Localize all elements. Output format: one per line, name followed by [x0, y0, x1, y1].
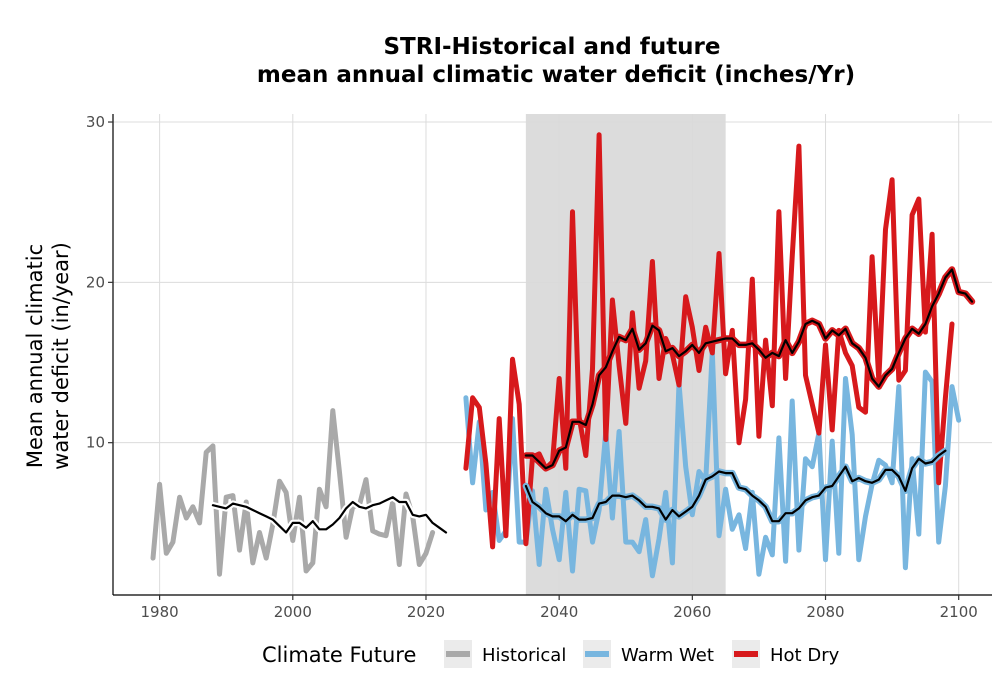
series-line-historical-trend: [211, 496, 448, 534]
y-axis-label-line-1: Mean annual climatic: [23, 244, 47, 468]
x-tick-label: 2020: [407, 603, 445, 621]
chart-title-line-1: STRI-Historical and future: [383, 34, 720, 60]
series-line-warm-wet-trend: [524, 449, 947, 523]
x-tick-label: 2000: [274, 603, 312, 621]
series-layer: [150, 132, 976, 579]
x-tick-label: 2040: [540, 603, 578, 621]
legend-title: Climate Future: [262, 643, 416, 667]
x-tick-label: 2080: [806, 603, 844, 621]
legend: Climate Future Historical Warm Wet Hot D…: [262, 640, 840, 668]
x-tick-label: 2100: [940, 603, 978, 621]
series-line-historical: [150, 408, 436, 577]
series-line-hot-dry-trend: [524, 268, 974, 470]
axes-layer: 1980 2000 2020 2040 2060 2080 2100 10 20 30: [86, 113, 992, 621]
y-tick-label: 30: [86, 113, 105, 131]
chart-title-line-2: mean annual climatic water deficit (inch…: [257, 62, 855, 88]
x-tick-label: 2060: [673, 603, 711, 621]
y-tick-label: 20: [86, 273, 105, 291]
y-axis-label: Mean annual climatic water deficit (in/y…: [23, 242, 73, 470]
legend-label-hot-dry: Hot Dry: [770, 645, 840, 666]
legend-label-warm-wet: Warm Wet: [621, 645, 714, 666]
y-axis-label-line-2: water deficit (in/year): [49, 242, 73, 470]
legend-label-historical: Historical: [482, 645, 566, 666]
y-tick-label: 10: [86, 434, 105, 452]
x-tick-label: 1980: [141, 603, 179, 621]
